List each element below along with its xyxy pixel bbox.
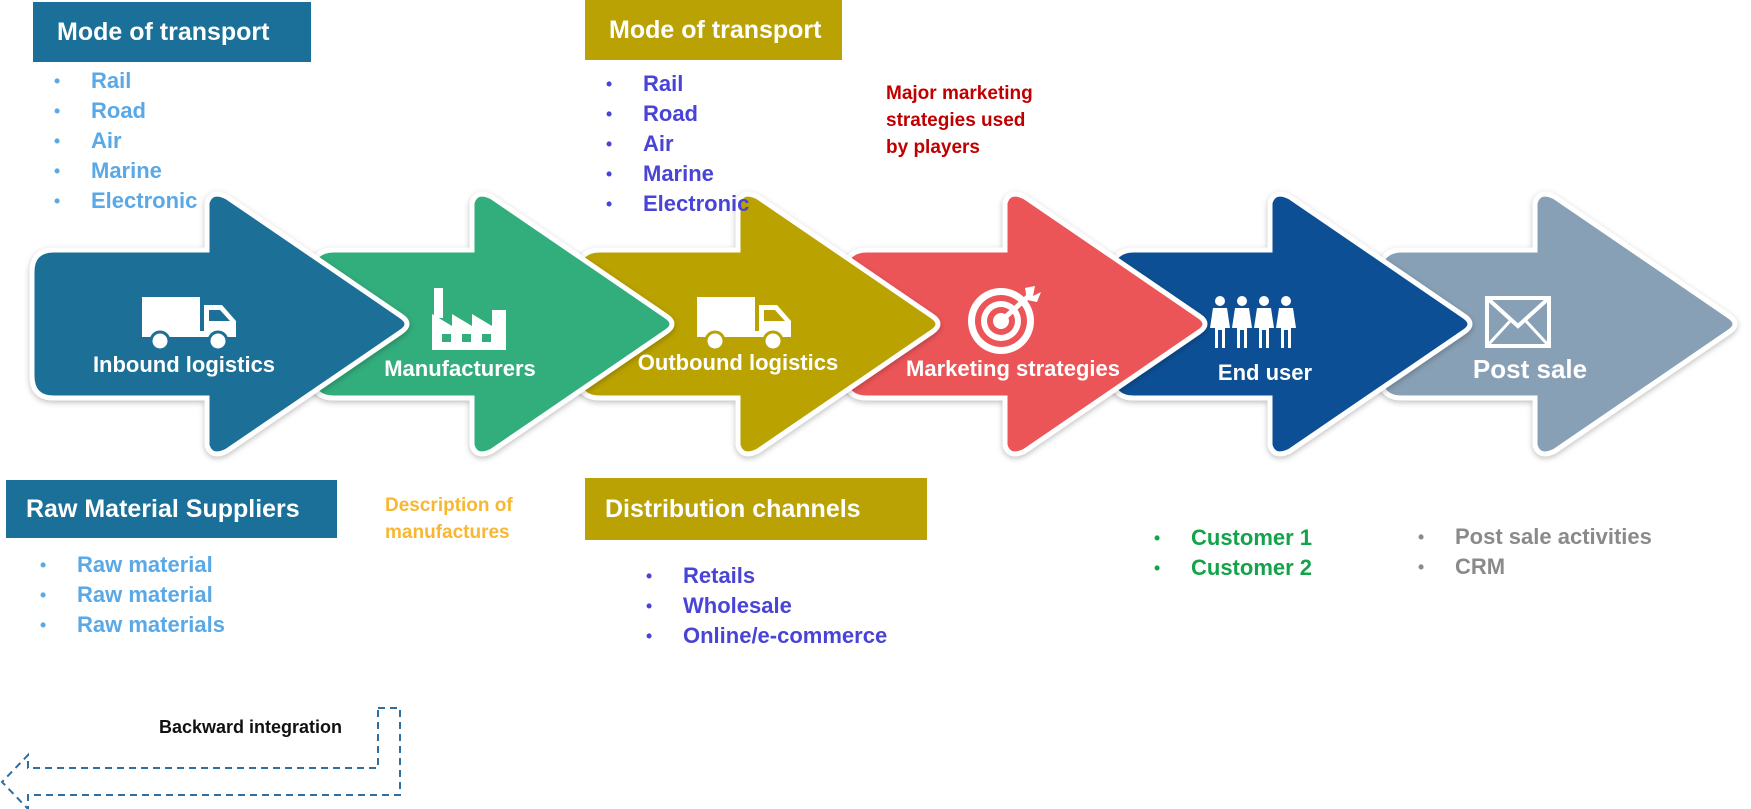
manufactures-note-line: Description of (385, 495, 513, 516)
list-item: Road (54, 96, 197, 126)
distribution-channels-title: Distribution channels (605, 494, 861, 523)
list-item: Rail (54, 66, 197, 96)
target-icon (963, 286, 1043, 356)
outbound-transport-header: Mode of transport (585, 0, 842, 60)
factory-icon (432, 288, 506, 350)
list-item: Online/e-commerce (646, 621, 887, 651)
distribution-channels-header: Distribution channels (585, 478, 927, 540)
raw-material-list: Raw material Raw material Raw materials (40, 550, 225, 640)
stage-label-post-sale: Post sale (1472, 354, 1588, 384)
people-icon (1210, 296, 1298, 348)
list-item: Customer 2 (1154, 553, 1312, 583)
raw-material-suppliers-title: Raw Material Suppliers (26, 494, 300, 523)
envelope-icon (1485, 296, 1551, 348)
list-item: Retails (646, 561, 887, 591)
inbound-transport-header: Mode of transport (33, 2, 311, 62)
list-item: CRM (1418, 552, 1652, 582)
outbound-transport-list: Rail Road Air Marine Electronic (606, 69, 749, 219)
list-item: Air (54, 126, 197, 156)
list-item: Wholesale (646, 591, 887, 621)
list-item: Raw material (40, 580, 225, 610)
backward-integration-label: Backward integration (159, 717, 343, 737)
list-item: Air (606, 129, 749, 159)
marketing-note-line: Major marketing (886, 83, 1033, 104)
outbound-transport-title: Mode of transport (609, 15, 822, 44)
marketing-note-line: by players (886, 137, 980, 158)
raw-material-suppliers-header: Raw Material Suppliers (6, 480, 337, 538)
list-item: Raw materials (40, 610, 225, 640)
list-item: Electronic (606, 189, 749, 219)
truck-icon (142, 297, 238, 351)
stage-label-end-user: End user (1217, 360, 1313, 385)
stage-label-manufacturers: Manufacturers (384, 356, 536, 381)
inbound-transport-list: Rail Road Air Marine Electronic (54, 66, 197, 216)
list-item: Marine (606, 159, 749, 189)
list-item: Raw material (40, 550, 225, 580)
manufactures-note-line: manufactures (385, 522, 510, 543)
marketing-note: Major marketing strategies used by playe… (886, 80, 1033, 161)
list-item: Marine (54, 156, 197, 186)
inbound-transport-title: Mode of transport (57, 17, 270, 46)
list-item: Customer 1 (1154, 523, 1312, 553)
stage-label-inbound-logistics: Inbound logistics (92, 352, 276, 377)
post-sale-list: Post sale activities CRM (1418, 522, 1652, 582)
truck-icon (697, 297, 793, 351)
list-item: Post sale activities (1418, 522, 1652, 552)
backward-integration-arrow (0, 707, 401, 809)
marketing-note-line: strategies used (886, 110, 1026, 131)
distribution-channels-list: Retails Wholesale Online/e-commerce (646, 561, 887, 651)
list-item: Electronic (54, 186, 197, 216)
stage-label-marketing-strategies: Marketing strategies (906, 356, 1120, 381)
list-item: Rail (606, 69, 749, 99)
stage-label-outbound-logistics: Outbound logistics (637, 350, 839, 375)
manufactures-note: Description of manufactures (385, 492, 513, 546)
list-item: Road (606, 99, 749, 129)
end-user-list: Customer 1 Customer 2 (1154, 523, 1312, 583)
